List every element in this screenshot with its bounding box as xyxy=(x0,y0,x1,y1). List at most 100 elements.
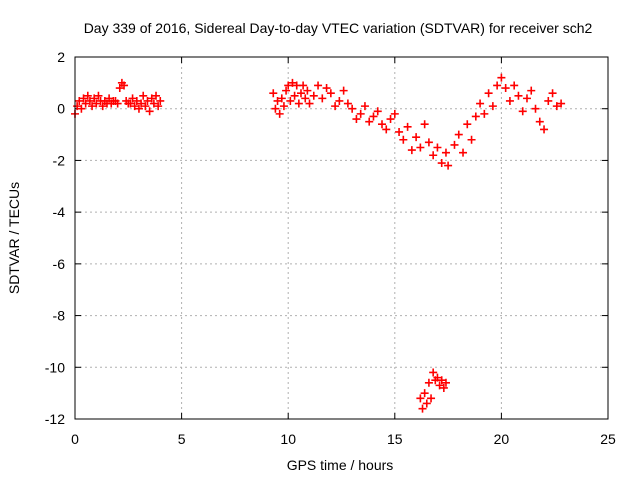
data-point xyxy=(132,96,141,105)
data-point xyxy=(420,389,429,398)
data-point xyxy=(141,102,150,111)
data-point xyxy=(98,102,107,111)
data-point xyxy=(435,381,444,390)
data-points xyxy=(71,73,566,413)
data-point xyxy=(286,96,295,105)
data-point xyxy=(522,94,531,103)
tick-marks xyxy=(74,56,609,420)
data-point xyxy=(271,104,280,113)
data-point xyxy=(75,96,84,105)
data-point xyxy=(459,148,468,157)
data-point xyxy=(418,404,427,413)
data-point xyxy=(303,86,312,95)
data-point xyxy=(352,115,361,124)
y-tick-labels: -12 -10 -8 -6 -4 -2 0 2 xyxy=(45,49,65,427)
data-point xyxy=(269,89,278,98)
data-point xyxy=(318,94,327,103)
data-point xyxy=(378,120,387,129)
data-point xyxy=(382,125,391,134)
data-point xyxy=(299,81,308,90)
data-point xyxy=(467,135,476,144)
data-point xyxy=(471,112,480,121)
data-point xyxy=(139,91,148,100)
data-point xyxy=(441,148,450,157)
data-point xyxy=(73,102,82,111)
data-point xyxy=(527,86,536,95)
data-point xyxy=(412,133,421,142)
data-point xyxy=(284,81,293,90)
x-tick-label: 0 xyxy=(71,431,79,447)
data-point xyxy=(288,78,297,87)
data-point xyxy=(152,91,161,100)
data-point xyxy=(88,102,97,111)
x-tick-label: 20 xyxy=(494,431,510,447)
data-point xyxy=(113,99,122,108)
data-point xyxy=(309,91,318,100)
x-tick-label: 10 xyxy=(280,431,296,447)
data-point xyxy=(510,81,519,90)
data-point xyxy=(143,96,152,105)
data-point xyxy=(444,161,453,170)
data-point xyxy=(115,84,124,93)
data-point xyxy=(365,117,374,126)
data-point xyxy=(450,140,459,149)
data-point xyxy=(535,117,544,126)
data-point xyxy=(429,151,438,160)
data-point xyxy=(348,104,357,113)
data-point xyxy=(518,107,527,116)
data-point xyxy=(128,94,137,103)
data-point xyxy=(149,99,158,108)
data-point xyxy=(273,96,282,105)
data-point xyxy=(85,96,94,105)
data-point xyxy=(92,99,101,108)
data-point xyxy=(339,86,348,95)
data-point xyxy=(476,99,485,108)
data-point xyxy=(441,378,450,387)
data-point xyxy=(429,368,438,377)
data-point xyxy=(386,115,395,124)
data-point xyxy=(540,125,549,134)
data-point xyxy=(335,96,344,105)
data-point xyxy=(120,81,129,90)
data-point xyxy=(433,373,442,382)
data-point xyxy=(137,99,146,108)
x-tick-label: 25 xyxy=(600,431,616,447)
y-tick-label: -6 xyxy=(53,256,66,272)
data-point xyxy=(463,120,472,129)
x-axis-label: GPS time / hours xyxy=(287,457,394,473)
data-point xyxy=(294,99,303,108)
data-point xyxy=(356,109,365,118)
y-tick-label: -12 xyxy=(45,411,65,427)
data-point xyxy=(399,135,408,144)
y-tick-label: 0 xyxy=(57,101,65,117)
data-point xyxy=(424,138,433,147)
data-point xyxy=(557,99,566,108)
data-point xyxy=(331,102,340,111)
data-point xyxy=(437,376,446,385)
data-point xyxy=(493,81,502,90)
data-point xyxy=(424,378,433,387)
data-point xyxy=(105,94,114,103)
data-point xyxy=(407,146,416,155)
data-point xyxy=(301,94,310,103)
data-point xyxy=(277,94,286,103)
data-point xyxy=(395,127,404,136)
data-point xyxy=(77,104,86,113)
x-tick-label: 15 xyxy=(387,431,403,447)
data-point xyxy=(147,94,156,103)
data-point xyxy=(94,91,103,100)
x-tick-label: 5 xyxy=(178,431,186,447)
data-point xyxy=(403,122,412,131)
data-point xyxy=(322,84,331,93)
data-point xyxy=(373,107,382,116)
data-point xyxy=(326,89,335,98)
data-point xyxy=(497,73,506,82)
x-tick-labels: 0 5 10 15 20 25 xyxy=(71,431,616,447)
data-point xyxy=(514,91,523,100)
y-tick-label: -8 xyxy=(53,308,66,324)
data-point xyxy=(305,99,314,108)
data-point xyxy=(437,159,446,168)
data-point xyxy=(282,86,291,95)
y-tick-label: -4 xyxy=(53,204,66,220)
data-point xyxy=(279,102,288,111)
